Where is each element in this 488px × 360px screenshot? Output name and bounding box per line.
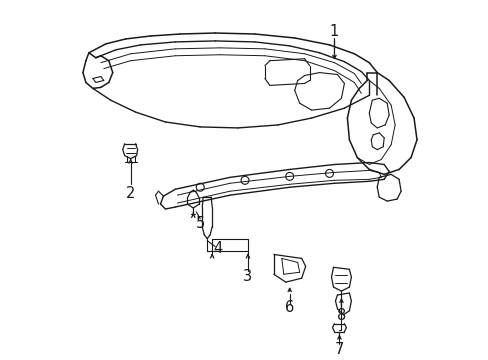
Text: 8: 8 (336, 308, 346, 323)
Text: 2: 2 (126, 186, 135, 201)
Text: 1: 1 (329, 23, 338, 39)
Text: 6: 6 (285, 300, 294, 315)
Text: 7: 7 (334, 342, 344, 357)
Text: 4: 4 (213, 241, 223, 256)
Text: 5: 5 (195, 216, 204, 231)
Text: 3: 3 (243, 269, 252, 284)
